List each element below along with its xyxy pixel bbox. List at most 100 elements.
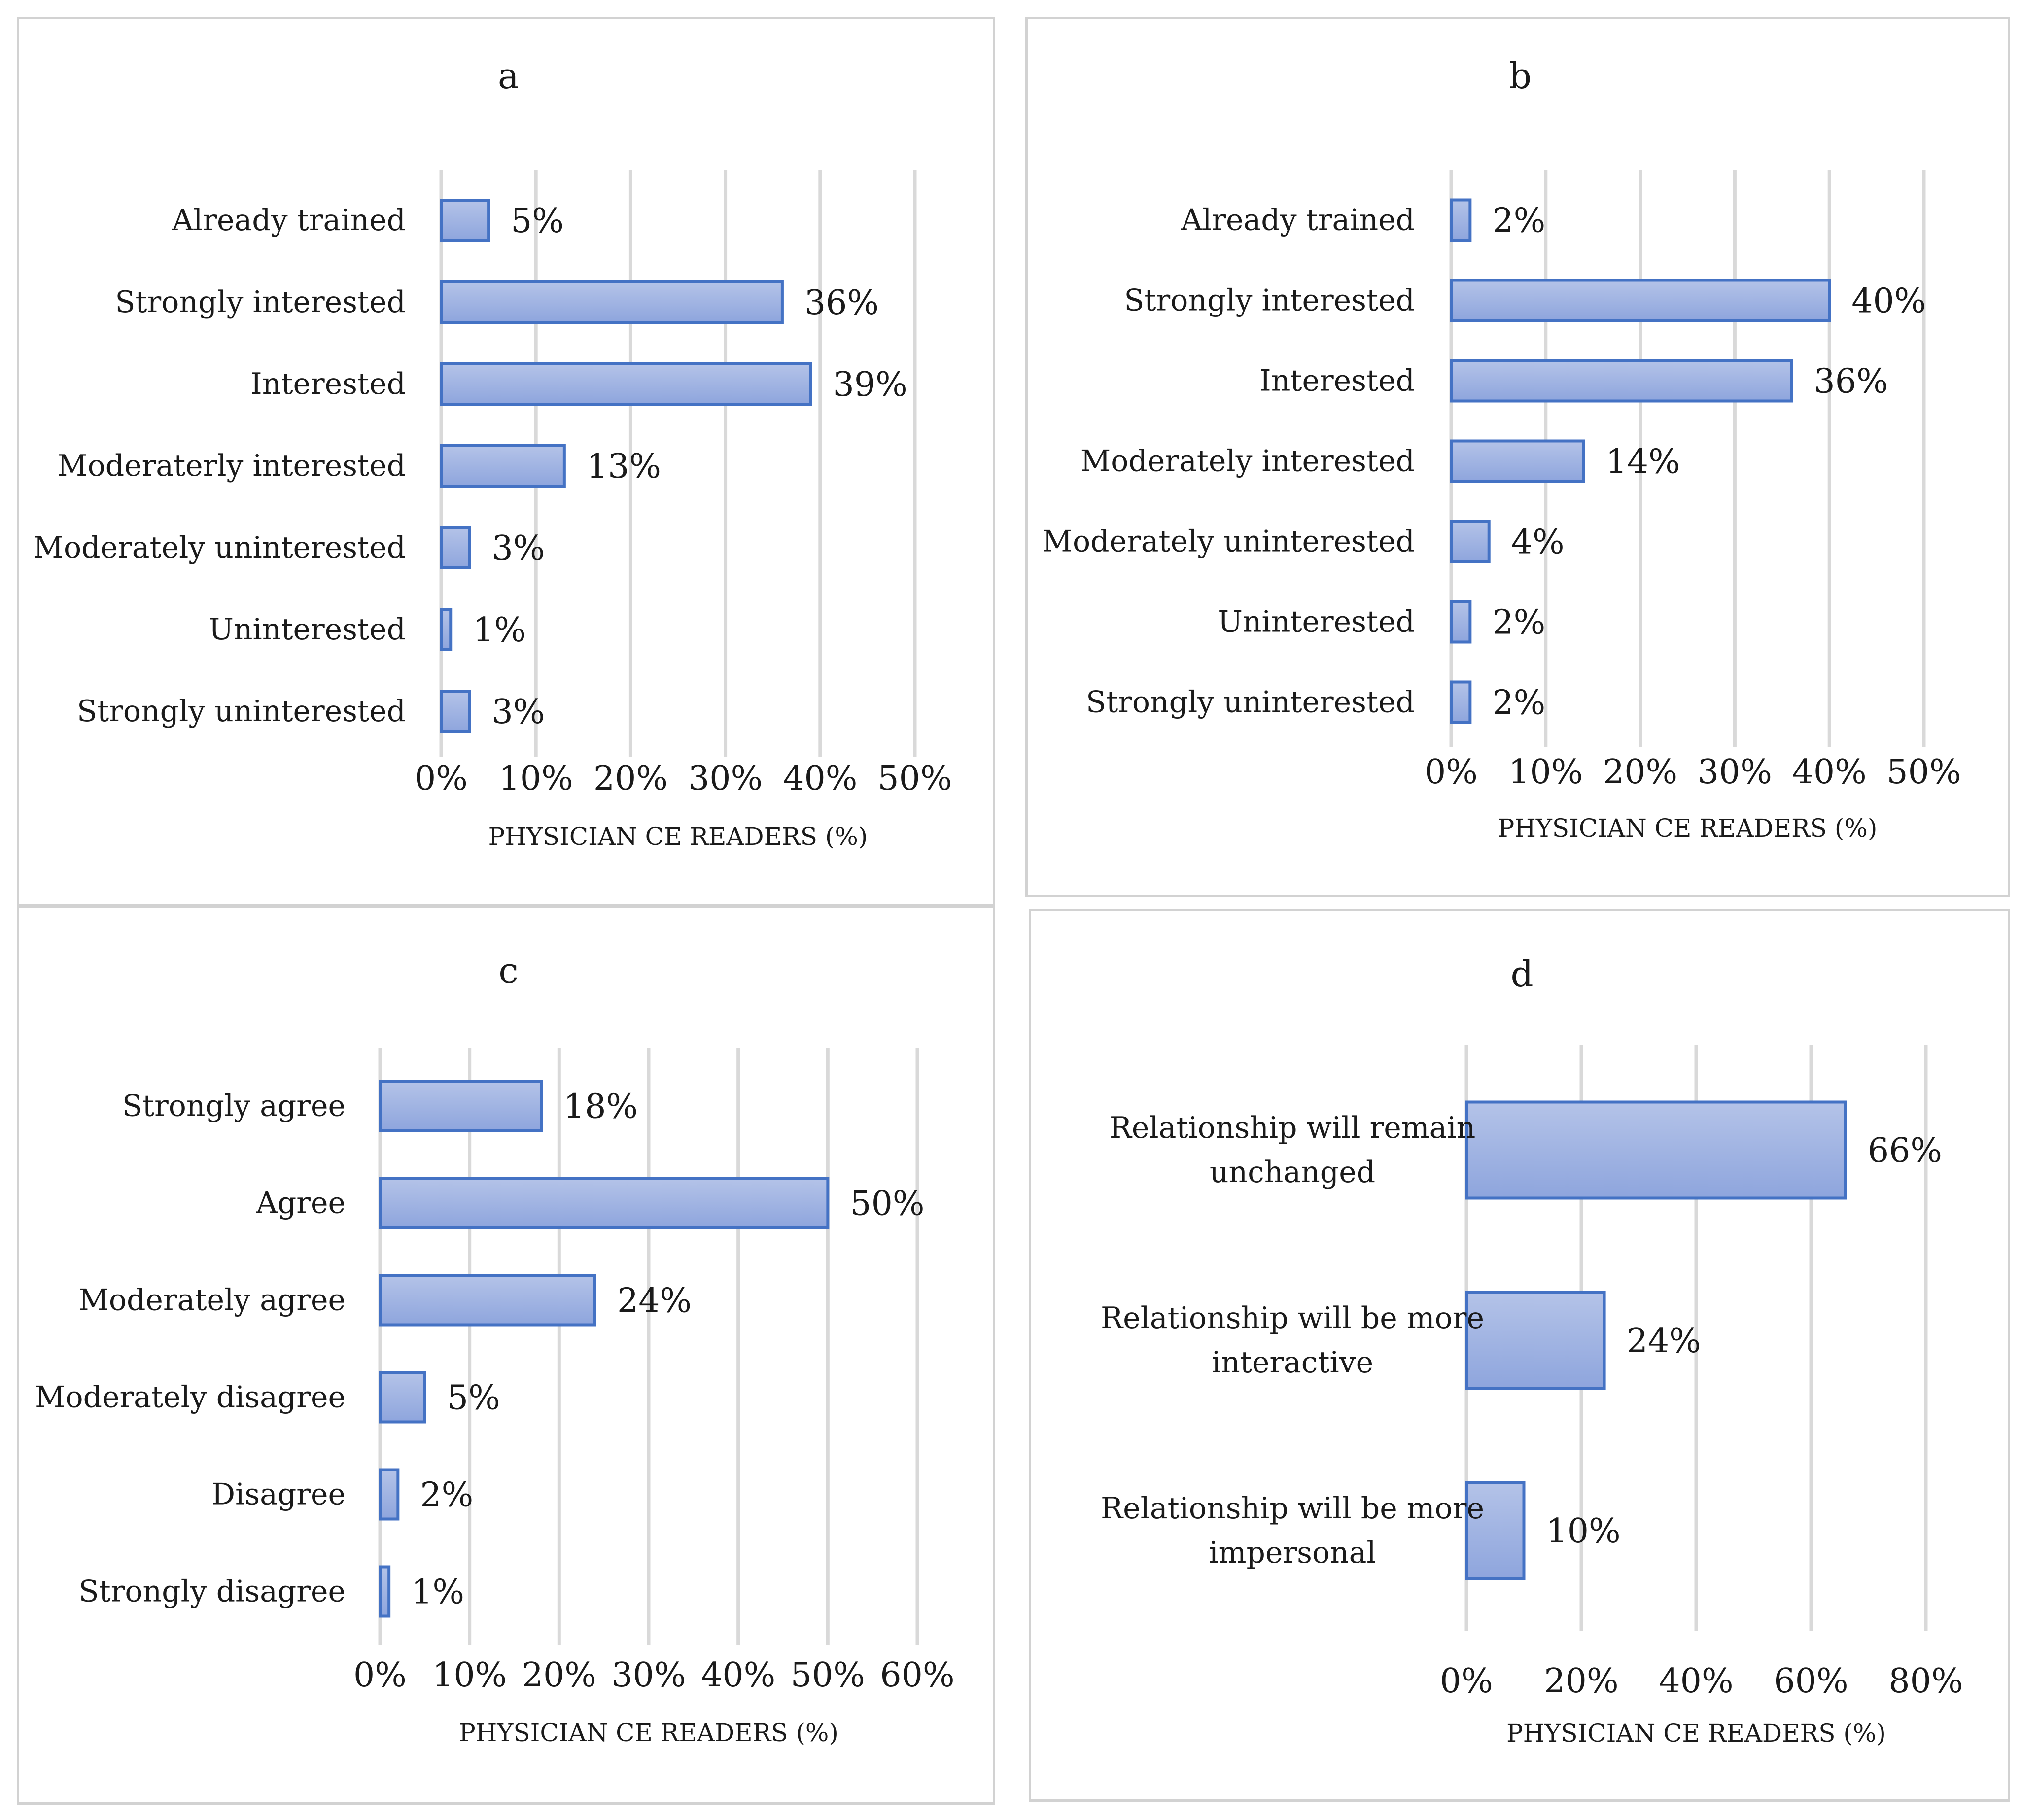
bar: [1450, 359, 1793, 403]
tick-label: 30%: [688, 759, 763, 798]
chart-panel-b: b Already trained 2% Strongly interested 40%…: [1025, 17, 2010, 897]
data-label: 1%: [473, 611, 526, 650]
data-label: 2%: [1492, 684, 1545, 723]
tick-label: 0%: [353, 1656, 407, 1695]
chart-c: c Strongly agree 18% Agree 50% Moderately agr…: [35, 950, 955, 1747]
bar: [440, 362, 812, 406]
bar: [1450, 520, 1491, 563]
bar: [379, 1274, 596, 1327]
category-label: Strongly uninterested: [1086, 685, 1415, 720]
data-label: 50%: [850, 1185, 924, 1224]
bar: [379, 1565, 391, 1618]
bar: [379, 1468, 400, 1521]
data-label: 3%: [492, 529, 545, 568]
tick-label: 10%: [499, 759, 573, 798]
chart-b: b Already trained 2% Strongly interested 40%…: [1043, 55, 1961, 842]
category-label: Already trained: [1181, 203, 1415, 238]
data-label: 36%: [1813, 362, 1888, 401]
data-label: 39%: [833, 365, 907, 404]
category-label: Relationship will be more impersonal: [1101, 1491, 1484, 1570]
chart-panel-d: d Relationship will remain unchanged 66% Rel…: [1029, 909, 2010, 1802]
tick-label: 20%: [1544, 1662, 1618, 1701]
bar: [379, 1177, 830, 1229]
bar: [1450, 198, 1472, 242]
tick-label: 50%: [1886, 753, 1961, 792]
data-label: 2%: [1492, 603, 1545, 642]
chart-d: d Relationship will remain unchanged 66% Rel…: [1101, 953, 1963, 1748]
chart-title: a: [498, 55, 519, 97]
data-label: 5%: [447, 1379, 500, 1418]
data-label: 10%: [1546, 1512, 1621, 1551]
bar: [1450, 279, 1831, 322]
category-label: Agree: [256, 1186, 346, 1221]
chart-title: c: [498, 950, 518, 991]
tick-label: 0%: [1425, 753, 1478, 792]
category-label: Moderately interested: [1081, 444, 1415, 479]
category-label: Strongly uninterested: [77, 694, 406, 729]
category-label: Moderately agree: [78, 1283, 346, 1318]
data-label: 2%: [1492, 202, 1545, 241]
tick-label: 40%: [1792, 753, 1867, 792]
category-label: Moderately uninterested: [34, 530, 406, 565]
tick-label: 0%: [415, 759, 468, 798]
bar: [1465, 1481, 1526, 1580]
tick-label: 40%: [1659, 1662, 1733, 1701]
data-label: 2%: [420, 1476, 473, 1515]
tick-label: 0%: [1440, 1662, 1493, 1701]
tick-label: 10%: [432, 1656, 507, 1695]
bar: [379, 1371, 426, 1424]
bar: [440, 608, 453, 651]
bar: [440, 526, 471, 569]
category-label: Already trained: [172, 203, 406, 238]
data-label: 24%: [617, 1282, 692, 1321]
chart-title: d: [1510, 953, 1533, 995]
category-label: Strongly disagree: [79, 1575, 346, 1609]
data-label: 14%: [1606, 443, 1680, 482]
x-axis-label: PHYSICIAN CE READERS (%): [459, 1718, 838, 1747]
category-label: Uninterested: [1218, 605, 1415, 639]
tick-label: 20%: [593, 759, 668, 798]
data-label: 4%: [1511, 523, 1565, 562]
chart-panel-c: c Strongly agree 18% Agree 50% Moderately agr…: [17, 905, 995, 1805]
bar: [1450, 680, 1472, 724]
category-label: Moderately uninterested: [1043, 525, 1415, 559]
category-label: Strongly interested: [115, 285, 406, 319]
tick-label: 60%: [880, 1656, 954, 1695]
bar: [440, 199, 490, 242]
tick-label: 20%: [1603, 753, 1677, 792]
tick-label: 80%: [1888, 1662, 1963, 1701]
tick-label: 20%: [522, 1656, 596, 1695]
category-label: Relationship will remain unchanged: [1110, 1111, 1476, 1190]
data-label: 18%: [563, 1087, 638, 1126]
tick-label: 10%: [1508, 753, 1583, 792]
category-label: Interested: [1259, 364, 1415, 398]
chart-title: b: [1509, 55, 1532, 97]
data-label: 13%: [587, 447, 661, 486]
tick-label: 30%: [1698, 753, 1772, 792]
bar: [1450, 439, 1585, 483]
category-label: Moderaterly interested: [57, 449, 406, 483]
chart-panel-a: a Already trained 5% Strongly interested 36%…: [17, 17, 995, 907]
bar: [440, 280, 784, 324]
data-label: 3%: [492, 693, 545, 732]
data-label: 66%: [1868, 1131, 1942, 1170]
tick-label: 30%: [611, 1656, 686, 1695]
x-axis-label: PHYSICIAN CE READERS (%): [1506, 1719, 1886, 1748]
category-label: Disagree: [211, 1477, 346, 1512]
tick-label: 40%: [701, 1656, 775, 1695]
bar: [1450, 600, 1472, 644]
category-label: Moderately disagree: [35, 1380, 346, 1415]
category-label: Strongly agree: [122, 1089, 346, 1123]
tick-label: 50%: [791, 1656, 865, 1695]
tick-label: 40%: [783, 759, 857, 798]
bar: [1465, 1291, 1606, 1390]
chart-a: a Already trained 5% Strongly interested 36%…: [34, 55, 952, 851]
category-label: Relationship will be more interactive: [1101, 1301, 1484, 1380]
x-axis-label: PHYSICIAN CE READERS (%): [488, 822, 868, 851]
bar: [440, 690, 471, 733]
category-label: Interested: [250, 367, 406, 401]
bar: [440, 444, 566, 488]
tick-label: 50%: [877, 759, 952, 798]
category-label: Strongly interested: [1124, 283, 1415, 318]
data-label: 1%: [411, 1573, 464, 1612]
